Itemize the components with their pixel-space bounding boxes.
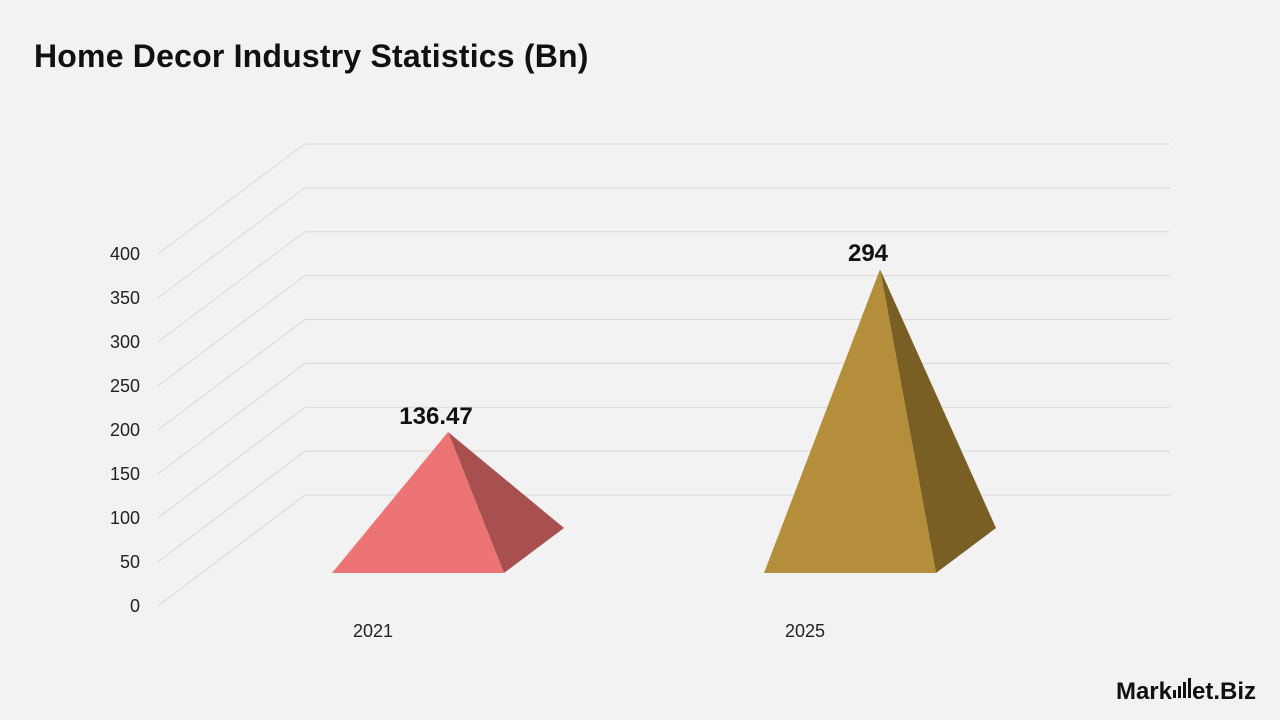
chart-title: Home Decor Industry Statistics (Bn) (34, 38, 589, 74)
y-tick-label: 400 (110, 244, 140, 264)
y-tick-label: 300 (110, 332, 140, 352)
data-labels: 136.47 294 (399, 240, 888, 430)
pyramid-front-2025 (764, 269, 936, 573)
y-tick-label: 150 (110, 464, 140, 484)
pyramid-front-2021 (332, 432, 504, 573)
grid (157, 143, 1170, 607)
gridline-side (157, 494, 306, 607)
gridline-side (157, 406, 306, 519)
data-label: 294 (848, 240, 889, 267)
pyramid-side-2025 (880, 269, 996, 573)
pyramid-side-2021 (448, 432, 564, 573)
y-tick-label: 200 (110, 420, 140, 440)
y-axis-ticks: 0 50 100 150 200 250 300 350 400 (110, 244, 140, 616)
gridline-side (157, 143, 306, 255)
brand-text-left: Mark (1115, 678, 1172, 705)
gridline-side (157, 231, 306, 343)
gridline-side (157, 450, 306, 563)
gridline-side (157, 319, 306, 431)
gridline-side (157, 187, 306, 299)
y-tick-label: 50 (120, 552, 140, 572)
y-tick-label: 100 (110, 508, 140, 528)
x-axis-categories: 2021 2025 (353, 621, 825, 641)
gridline-side (157, 275, 306, 387)
x-category-label: 2021 (353, 621, 393, 641)
pyramid-2021 (332, 432, 564, 573)
x-category-label: 2025 (785, 621, 825, 641)
brand-logo: Mark et .Biz (1116, 678, 1256, 706)
y-tick-label: 350 (110, 288, 140, 308)
y-tick-label: 250 (110, 376, 140, 396)
gridline-side (157, 362, 306, 475)
data-label: 136.47 (399, 403, 472, 430)
brand-text-mid: et (1191, 678, 1214, 705)
chart-marks (332, 269, 996, 573)
y-tick-label: 0 (130, 596, 140, 616)
brand-text-right: .Biz (1213, 678, 1256, 705)
pyramid-2025 (764, 269, 996, 573)
bar-chart-icon (1172, 678, 1191, 698)
